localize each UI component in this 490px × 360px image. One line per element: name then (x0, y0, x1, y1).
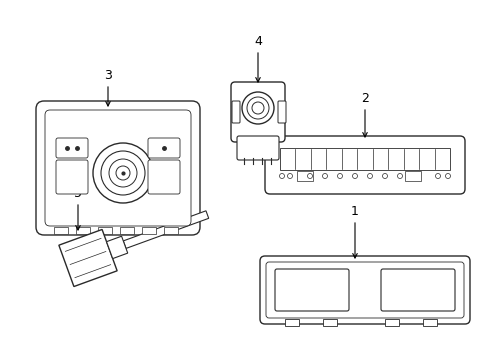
Circle shape (322, 174, 327, 179)
Text: 1: 1 (351, 205, 359, 218)
Circle shape (247, 97, 269, 119)
FancyBboxPatch shape (237, 136, 279, 160)
Bar (280, 148, 450, 170)
Circle shape (445, 174, 450, 179)
Bar (423, 319, 437, 326)
Circle shape (368, 174, 372, 179)
FancyBboxPatch shape (56, 138, 88, 158)
Bar (142, 227, 156, 234)
Text: 5: 5 (74, 187, 82, 200)
Bar (98, 227, 112, 234)
Circle shape (242, 92, 274, 124)
FancyBboxPatch shape (148, 138, 180, 158)
Bar (120, 227, 134, 234)
FancyBboxPatch shape (265, 136, 465, 194)
Circle shape (101, 151, 145, 195)
FancyBboxPatch shape (278, 101, 286, 123)
Bar (285, 319, 299, 326)
Circle shape (109, 159, 137, 187)
Circle shape (279, 174, 285, 179)
Circle shape (116, 166, 130, 180)
Bar (405, 171, 421, 181)
Bar (297, 171, 313, 181)
FancyBboxPatch shape (275, 269, 349, 311)
Bar (76, 227, 90, 234)
FancyBboxPatch shape (56, 160, 88, 194)
Circle shape (436, 174, 441, 179)
FancyBboxPatch shape (260, 256, 470, 324)
Circle shape (288, 174, 293, 179)
Bar (385, 319, 399, 326)
Bar (164, 227, 178, 234)
FancyBboxPatch shape (381, 269, 455, 311)
FancyBboxPatch shape (36, 101, 200, 235)
Circle shape (352, 174, 358, 179)
Text: 2: 2 (361, 92, 369, 105)
Circle shape (383, 174, 388, 179)
Polygon shape (59, 229, 117, 287)
Circle shape (308, 174, 313, 179)
Polygon shape (123, 211, 209, 248)
Text: 4: 4 (254, 35, 262, 48)
Bar (323, 319, 337, 326)
Circle shape (252, 102, 264, 114)
FancyBboxPatch shape (148, 160, 180, 194)
FancyBboxPatch shape (231, 82, 285, 142)
FancyBboxPatch shape (45, 110, 191, 226)
Circle shape (338, 174, 343, 179)
FancyBboxPatch shape (232, 101, 240, 123)
Bar (54, 227, 68, 234)
Text: 3: 3 (104, 69, 112, 82)
Circle shape (93, 143, 153, 203)
Circle shape (397, 174, 402, 179)
Polygon shape (106, 236, 128, 258)
FancyBboxPatch shape (266, 262, 464, 318)
